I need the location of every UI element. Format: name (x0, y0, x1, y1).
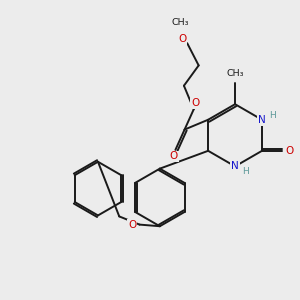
Text: CH₃: CH₃ (171, 19, 189, 28)
Text: O: O (191, 98, 200, 108)
Text: H: H (242, 167, 249, 176)
Text: O: O (178, 34, 186, 44)
Text: N: N (231, 161, 239, 171)
Text: O: O (170, 152, 178, 161)
Text: O: O (128, 220, 136, 230)
Text: H: H (269, 111, 276, 120)
Text: O: O (286, 146, 294, 156)
Text: CH₃: CH₃ (226, 69, 244, 78)
Text: N: N (258, 115, 266, 125)
